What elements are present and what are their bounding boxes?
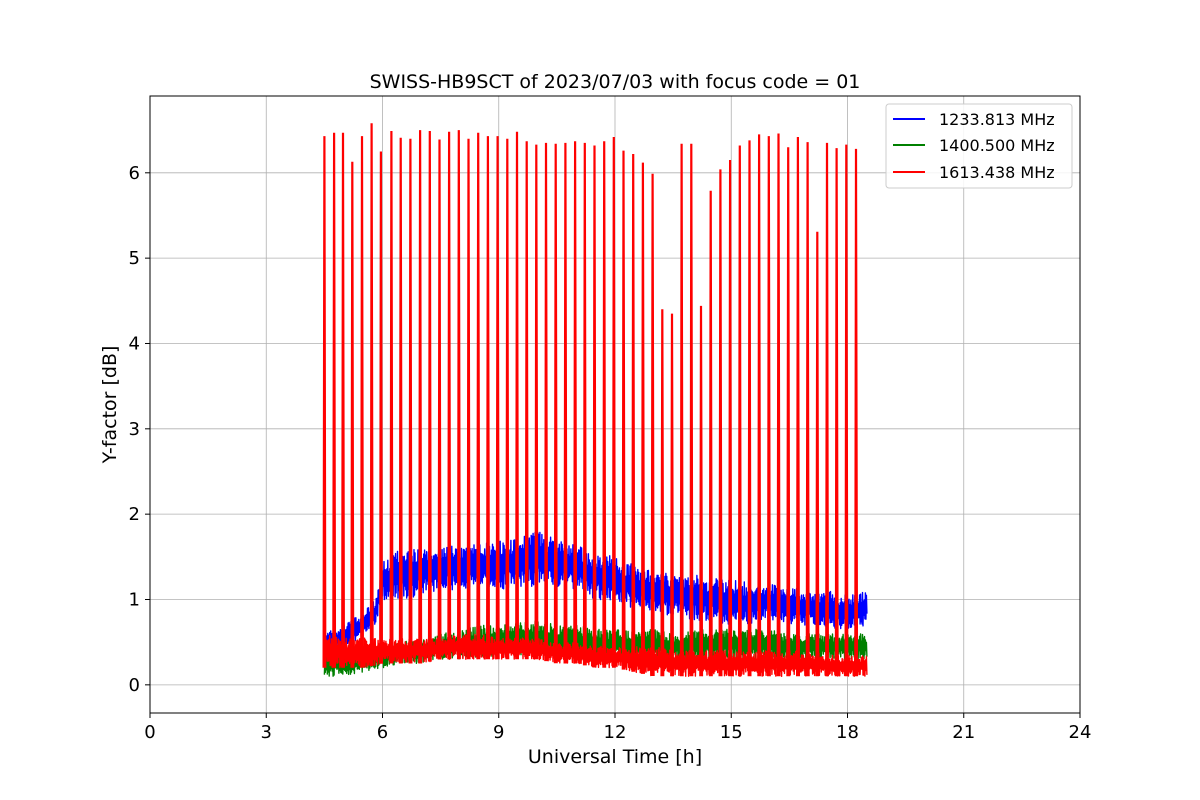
spike-3-12 [427,130,432,662]
spike-3-26 [563,142,568,664]
spike-3-39 [689,143,694,677]
legend-label-series-3: 1613.438 MHz [939,163,1055,182]
chart-title: SWISS-HB9SCT of 2023/07/03 with focus co… [370,71,861,93]
spike-3-9 [398,137,403,664]
spike-3-8 [389,130,394,664]
spike-3-32 [621,150,626,670]
x-tick-label: 18 [836,722,859,743]
spike-3-22 [524,141,529,660]
spike-3-1 [322,136,327,668]
spike-3-29 [592,145,597,668]
y-tick-label: 1 [129,589,140,610]
spike-3-49 [786,147,791,677]
spike-3-21 [515,131,519,660]
spike-3-11 [418,130,423,664]
legend-label-series-1: 1233.813 MHz [939,110,1055,129]
x-tick-label: 12 [604,722,627,743]
legend: 1233.813 MHz 1400.500 MHz 1613.438 MHz [885,103,1073,189]
x-tick-label: 3 [261,722,272,743]
spike-3-52 [815,231,820,677]
x-tick-label: 0 [144,722,155,743]
y-axis-label: Y-factor [dB] [99,346,121,465]
spike-3-46 [757,134,762,677]
spike-3-41 [708,190,713,677]
y-tick-label: 0 [129,675,140,696]
x-tick-label: 15 [720,722,743,743]
spike-3-48 [776,133,781,677]
spike-3-44 [737,145,742,677]
spike-3-53 [825,142,829,677]
spike-3-27 [573,141,578,664]
x-tick-label: 9 [493,722,504,743]
spike-3-34 [641,162,645,674]
spike-3-37 [670,313,674,677]
spike-3-51 [805,142,810,677]
spike-3-54 [834,148,839,677]
y-tick-label: 5 [129,248,140,269]
x-tick-label: 6 [377,722,388,743]
spike-3-40 [699,305,704,677]
spike-3-20 [505,138,510,660]
spike-3-6 [369,123,374,666]
spike-3-36 [660,309,665,677]
spike-3-28 [582,142,587,666]
spike-3-55 [844,144,849,677]
spike-3-10 [408,138,413,664]
spike-3-33 [631,153,636,672]
spike-3-19 [495,136,500,660]
spike-3-5 [360,136,364,668]
legend-box [885,103,1073,189]
series-line-3 [323,633,868,677]
spike-3-4 [350,161,355,668]
spike-3-23 [534,144,539,660]
spike-3-50 [796,136,800,677]
y-tick-label: 4 [129,333,140,354]
spike-3-31 [612,136,616,668]
spike-3-56 [854,148,859,677]
spike-3-30 [602,141,607,668]
x-axis-label: Universal Time [h] [528,746,702,768]
legend-label-series-2: 1400.500 MHz [939,136,1055,155]
spike-3-7 [379,151,383,664]
y-tick-label: 6 [129,163,140,184]
x-tick-label: 21 [952,722,975,743]
spike-3-13 [437,139,442,660]
spike-3-45 [747,140,752,677]
spike-3-24 [544,142,549,662]
spike-3-14 [447,131,452,660]
spike-3-2 [332,132,337,668]
spike-3-18 [486,136,490,660]
spike-3-17 [476,132,481,660]
plot-series [322,123,868,677]
x-tick-label: 24 [1069,722,1092,743]
spike-3-35 [650,173,655,677]
spike-3-3 [341,132,345,668]
spike-3-25 [553,143,558,664]
spike-3-38 [679,143,684,677]
spike-3-16 [466,138,471,660]
spike-3-42 [718,169,723,677]
y-tick-label: 2 [129,504,140,525]
spike-3-15 [457,130,461,660]
spike-3-43 [728,159,733,677]
y-tick-label: 3 [129,419,140,440]
spike-3-47 [767,136,771,677]
